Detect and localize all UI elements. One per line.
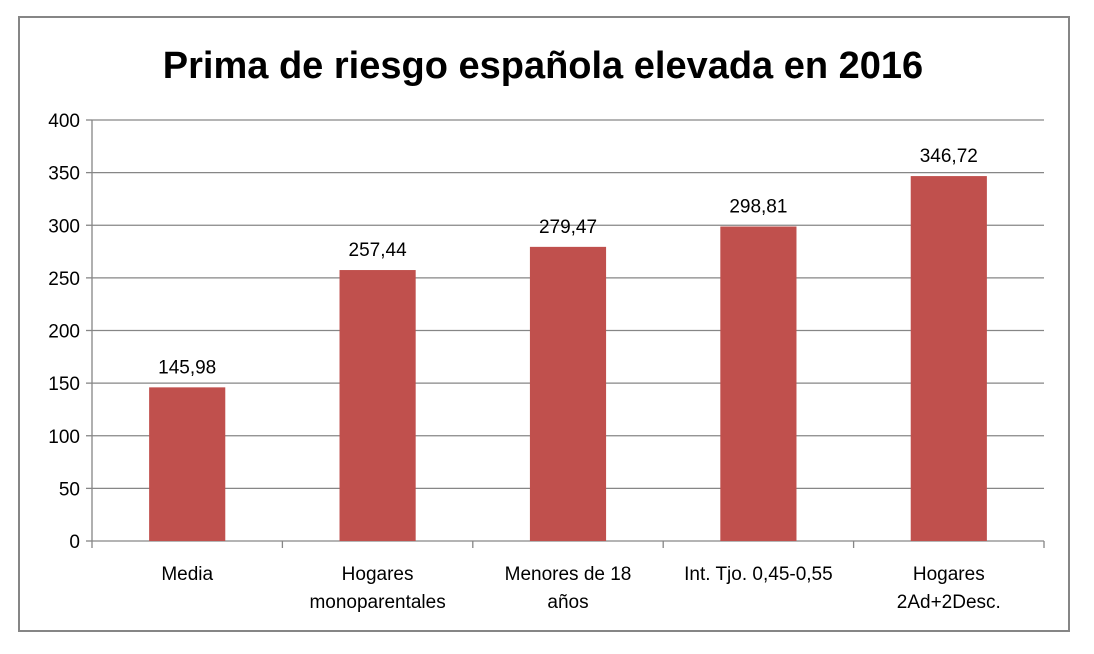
data-label: 279,47 — [539, 217, 597, 238]
bar — [149, 387, 226, 541]
y-tick-label: 150 — [48, 374, 80, 395]
data-labels: 145,98 257,44 279,47 298,81 346,72 — [158, 146, 978, 378]
bar — [720, 226, 797, 541]
data-label: 346,72 — [920, 146, 978, 167]
y-tick-label: 200 — [48, 322, 80, 343]
y-tick-label: 350 — [48, 164, 80, 185]
x-category-label: Hogares monoparentales — [309, 564, 445, 613]
x-category-label: Int. Tjo. 0,45-0,55 — [684, 564, 833, 585]
y-tick-label: 50 — [59, 479, 80, 500]
x-category-label: Menores de 18 años — [505, 564, 632, 613]
y-tick-label: 250 — [48, 269, 80, 290]
y-tick-labels: 0 50 100 150 200 250 300 350 400 — [48, 111, 80, 553]
bar — [910, 176, 987, 541]
bar — [339, 270, 416, 541]
y-tick-label: 400 — [48, 111, 80, 132]
x-category-labels: Media Hogares monoparentales Menores de 18 a… — [161, 564, 1000, 613]
chart-title: Prima de riesgo española elevada en 2016 — [163, 45, 923, 87]
data-label: 257,44 — [349, 240, 408, 261]
y-tick-label: 100 — [48, 427, 80, 448]
x-category-label: Hogares 2Ad+2Desc. — [897, 564, 1001, 613]
data-label: 298,81 — [729, 197, 787, 218]
bar — [529, 246, 607, 541]
y-tick-label: 0 — [69, 532, 80, 553]
y-tick-label: 300 — [48, 216, 80, 237]
data-label: 145,98 — [158, 357, 216, 378]
x-category-label: Media — [161, 564, 213, 585]
bars — [149, 176, 987, 541]
